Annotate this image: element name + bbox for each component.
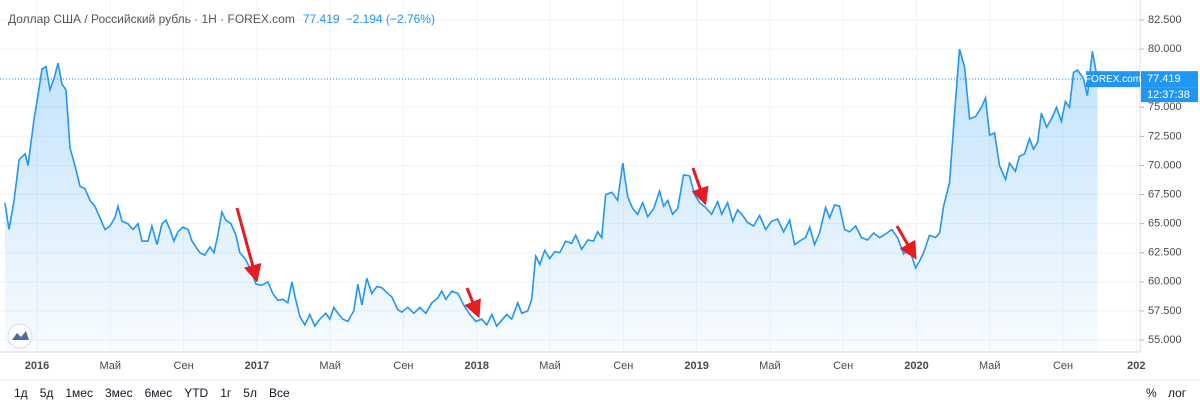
x-tick-label: Май — [319, 360, 341, 372]
y-tick-label: 67.500 — [1148, 188, 1182, 200]
y-tick-label: 80.000 — [1148, 43, 1182, 55]
range-button[interactable]: 3мес — [105, 386, 133, 400]
x-tick-label: 202 — [1127, 360, 1145, 372]
price-tag-label: 77.419 — [1147, 73, 1181, 85]
y-tick-label: 82.500 — [1148, 14, 1182, 26]
x-tick-label: Сен — [393, 360, 413, 372]
range-button[interactable]: YTD — [184, 386, 208, 400]
x-tick-label: Сен — [174, 360, 194, 372]
y-tick-label: 65.000 — [1148, 218, 1182, 230]
area — [4, 49, 1098, 352]
x-tick-label: Сен — [833, 360, 853, 372]
range-button[interactable]: 1д — [14, 386, 28, 400]
range-button[interactable]: 1г — [220, 386, 232, 400]
range-button[interactable]: Все — [269, 386, 290, 400]
range-button[interactable]: 1мес — [65, 386, 93, 400]
symbol-title: Доллар США / Российский рубль · 1Н · FOR… — [8, 12, 295, 26]
x-tick-label: 2017 — [245, 360, 269, 372]
x-tick-label: Сен — [1053, 360, 1073, 372]
x-tick-label: Май — [979, 360, 1001, 372]
price-line — [4, 48, 1099, 328]
header: Доллар США / Российский рубль · 1Н · FOR… — [8, 12, 435, 26]
y-tick-label: 55.000 — [1148, 334, 1182, 346]
y-tick-label: 75.000 — [1148, 101, 1182, 113]
arrow — [895, 225, 917, 260]
x-tick-label: Май — [759, 360, 781, 372]
x-tick-label: Сен — [613, 360, 633, 372]
scale-button[interactable]: лог — [1168, 386, 1187, 400]
x-tick-label: 2020 — [904, 360, 928, 372]
y-tick-label: 57.500 — [1148, 305, 1182, 317]
logo — [7, 323, 33, 349]
timer-label: 12:37:38 — [1147, 89, 1190, 101]
price-change: −2.194 (−2.76%) — [346, 12, 435, 26]
range-button[interactable]: 5л — [243, 386, 257, 400]
y-tick-label: 60.000 — [1148, 276, 1182, 288]
plot-area — [4, 48, 1099, 352]
arrow — [691, 167, 709, 206]
x-tick-label: Май — [100, 360, 122, 372]
source-label: FOREX.com — [1085, 74, 1141, 85]
y-tick-label: 62.500 — [1148, 247, 1182, 259]
scale-button[interactable]: % — [1146, 386, 1157, 400]
y-tick-label: 70.000 — [1148, 159, 1182, 171]
x-tick-label: 2016 — [25, 360, 49, 372]
annotations — [235, 167, 917, 319]
arrow — [464, 287, 481, 319]
source-tag — [1086, 71, 1140, 88]
arrow — [235, 207, 262, 283]
timer-tag — [1141, 87, 1198, 103]
x-tick-label: 2018 — [464, 360, 488, 372]
range-button[interactable]: 6мес — [145, 386, 173, 400]
range-button[interactable]: 5д — [40, 386, 54, 400]
price-tag — [1141, 71, 1198, 88]
x-tick-label: Май — [539, 360, 561, 372]
last-price: 77.419 — [303, 12, 340, 26]
x-tick-label: 2019 — [684, 360, 708, 372]
y-tick-label: 72.500 — [1148, 130, 1182, 142]
